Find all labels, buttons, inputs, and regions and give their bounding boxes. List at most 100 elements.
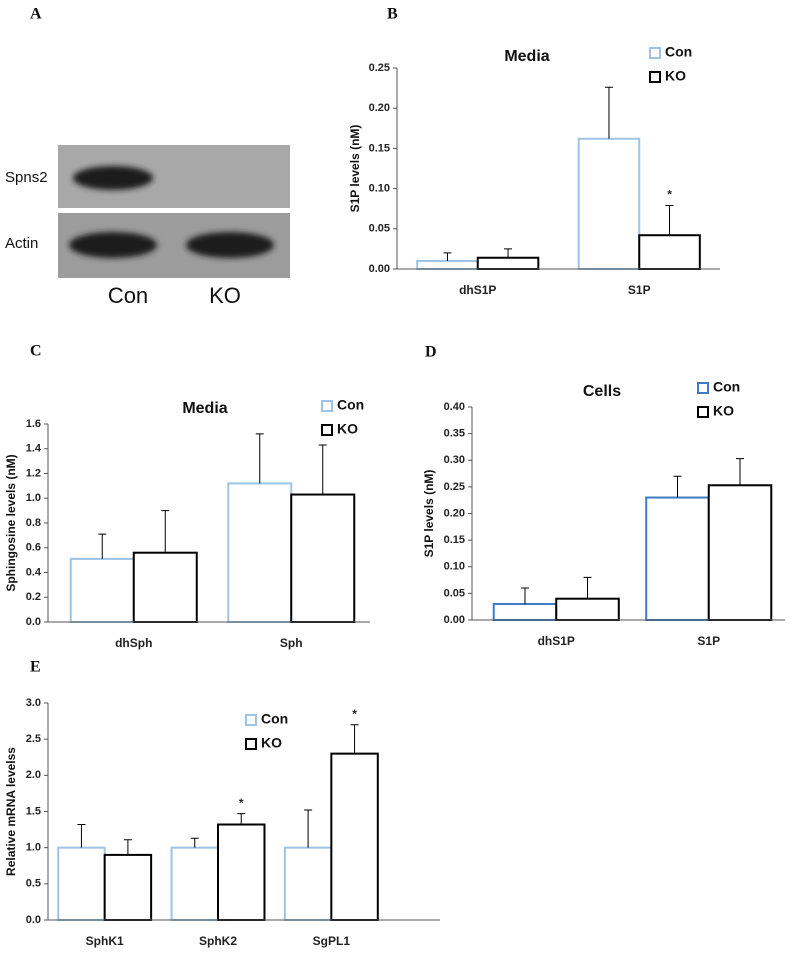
bar <box>577 137 641 270</box>
bar <box>555 597 620 622</box>
bar <box>69 557 135 624</box>
x-tick-label: S1P <box>697 634 720 648</box>
chart-title: Media <box>182 400 227 417</box>
legend-swatch <box>649 47 661 59</box>
legend-label: Con <box>261 711 288 727</box>
y-tick-label: 1.0 <box>26 492 41 504</box>
y-tick-label: 1.6 <box>26 418 41 430</box>
panel-label: D <box>425 344 437 361</box>
row-label: Actin <box>5 235 38 252</box>
y-tick-label: 2.0 <box>26 769 41 781</box>
x-tick-label: dhS1P <box>459 283 496 297</box>
y-tick-label: 0.6 <box>26 542 41 554</box>
panel-label: E <box>30 659 41 676</box>
bar <box>227 482 293 623</box>
error-bar <box>736 458 745 486</box>
bar <box>170 846 220 922</box>
significance-marker: * <box>667 188 672 202</box>
bar <box>283 846 333 922</box>
gel-band <box>186 232 274 258</box>
x-tick-label: dhSph <box>115 636 152 650</box>
y-axis-label: Relative mRNA levelss <box>4 747 18 876</box>
lane-label: Con <box>108 283 148 308</box>
error-bar <box>665 204 674 236</box>
y-tick-label: 0.15 <box>444 534 465 546</box>
y-tick-label: 0.20 <box>369 102 390 114</box>
legend-label: Con <box>713 379 740 395</box>
y-tick-label: 0.2 <box>26 591 41 603</box>
error-bar <box>350 724 359 754</box>
bar <box>707 484 773 621</box>
error-bar <box>98 533 107 559</box>
y-tick-label: 0.40 <box>444 401 465 413</box>
chart-panel: E Relative mRNA levelss 0.0 0.5 1.0 1.5 2.0 2.5… <box>4 659 440 948</box>
bar <box>416 259 479 270</box>
y-tick-label: 0.5 <box>26 878 41 890</box>
chart-title: Cells <box>583 383 621 400</box>
x-tick-label: SgPL1 <box>313 934 351 948</box>
y-tick-label: 1.4 <box>26 443 42 455</box>
bar <box>476 256 540 270</box>
error-bar <box>504 248 513 258</box>
x-tick-label: SphK1 <box>86 934 124 948</box>
error-bar <box>673 475 682 498</box>
x-tick-label: dhS1P <box>538 634 575 648</box>
bar <box>290 493 356 624</box>
legend-swatch <box>321 424 333 436</box>
y-tick-label: 0.10 <box>444 561 465 573</box>
bar <box>330 752 379 922</box>
legend-swatch <box>697 406 709 418</box>
significance-marker: * <box>239 796 244 810</box>
bar <box>492 603 558 622</box>
y-tick-label: 0.00 <box>444 614 465 626</box>
chart-title: Media <box>504 48 549 65</box>
y-tick-label: 0.20 <box>444 507 465 519</box>
error-bar <box>443 252 452 261</box>
y-tick-label: 0.4 <box>26 566 42 578</box>
y-tick-label: 0.05 <box>369 223 390 235</box>
y-tick-label: 0.25 <box>369 62 390 74</box>
chart-panel: D Cells S1P levels (nM) 0.00 0.05 0.10 0.15 0.2… <box>422 344 785 648</box>
error-bar <box>583 576 592 599</box>
error-bar <box>520 587 529 605</box>
y-axis-label: S1P levels (nM) <box>348 125 362 213</box>
y-tick-label: 0.0 <box>26 914 41 926</box>
error-bar <box>604 86 613 139</box>
y-tick-label: 0.25 <box>444 481 465 493</box>
y-tick-label: 0.15 <box>369 142 390 154</box>
y-tick-label: 1.5 <box>26 805 41 817</box>
legend-label: KO <box>665 68 686 84</box>
error-bar <box>77 824 86 848</box>
error-bar <box>255 433 264 484</box>
error-bar <box>190 837 199 848</box>
bar <box>103 853 153 922</box>
legend-swatch <box>697 382 709 394</box>
legend-swatch <box>245 738 257 750</box>
error-bar <box>318 444 327 495</box>
bar <box>645 496 710 621</box>
legend-label: KO <box>261 735 282 751</box>
panel-label: B <box>387 6 398 23</box>
chart-panel: B Media S1P levels (nM) 0.00 0.05 0.10 0.15 0.2… <box>348 6 720 297</box>
y-tick-label: 1.2 <box>26 467 41 479</box>
y-tick-label: 0.05 <box>444 587 465 599</box>
y-tick-label: 0.8 <box>26 517 41 529</box>
x-tick-label: SphK2 <box>199 934 237 948</box>
legend-swatch <box>649 71 661 83</box>
error-bar <box>123 839 132 855</box>
y-tick-label: 0.0 <box>26 616 41 628</box>
bar <box>217 823 266 922</box>
error-bar <box>161 510 170 553</box>
error-bar <box>237 813 246 825</box>
bar <box>638 234 701 270</box>
y-axis-label: S1P levels (nM) <box>422 470 436 558</box>
error-bar <box>304 809 313 848</box>
legend-label: KO <box>713 403 734 419</box>
bar <box>57 846 106 922</box>
y-tick-label: 0.00 <box>369 263 390 275</box>
lane-label: KO <box>209 283 241 308</box>
legend-label: KO <box>337 421 358 437</box>
y-tick-label: 0.30 <box>444 454 465 466</box>
legend-label: Con <box>665 44 692 60</box>
